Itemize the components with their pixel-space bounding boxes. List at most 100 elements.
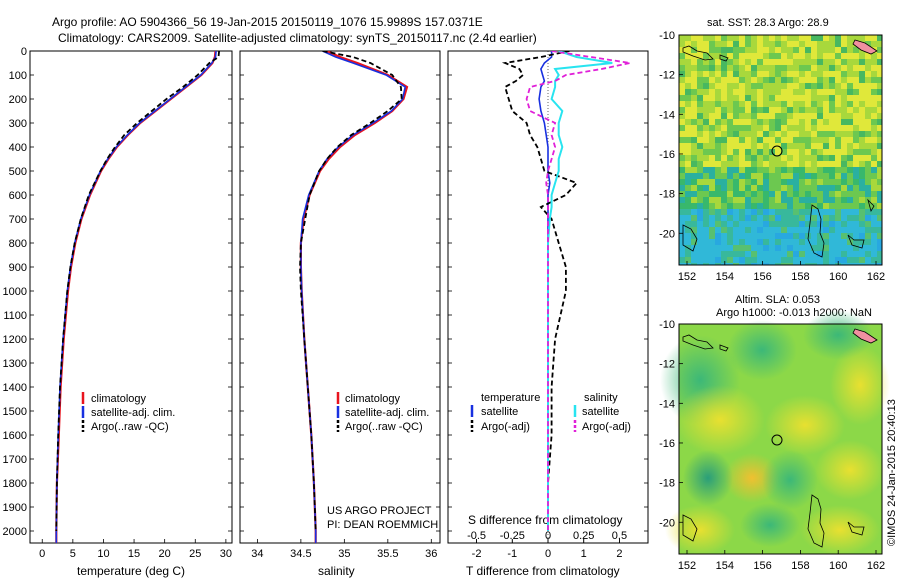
sst-cell — [811, 257, 817, 263]
x-tick-label: 34 — [251, 548, 263, 560]
sst-cell — [697, 95, 703, 101]
sst-cell — [751, 95, 757, 101]
sst-cell — [727, 173, 733, 179]
sst-cell — [799, 149, 805, 155]
sst-cell — [775, 209, 781, 215]
sst-cell — [835, 77, 841, 83]
sst-cell — [859, 227, 865, 233]
sst-cell — [835, 119, 841, 125]
sst-cell — [823, 59, 829, 65]
sst-cell — [811, 89, 817, 95]
sst-cell — [685, 65, 691, 71]
sst-cell — [757, 35, 763, 41]
sst-cell — [775, 77, 781, 83]
sst-cell — [835, 89, 841, 95]
sst-cell — [721, 119, 727, 125]
sst-cell — [799, 155, 805, 161]
sst-cell — [691, 179, 697, 185]
sst-cell — [697, 59, 703, 65]
sst-cell — [841, 101, 847, 107]
sst-cell — [859, 185, 865, 191]
sst-cell — [847, 251, 853, 257]
sst-cell — [691, 137, 697, 143]
sst-cell — [697, 131, 703, 137]
sst-cell — [871, 77, 877, 83]
sst-cell — [853, 161, 859, 167]
sst-cell — [721, 47, 727, 53]
sst-cell — [859, 137, 865, 143]
legend-argo: Argo(..raw -QC) — [345, 421, 423, 433]
sst-cell — [805, 179, 811, 185]
sst-cell — [811, 59, 817, 65]
sst-cell — [697, 71, 703, 77]
sst-cell — [733, 71, 739, 77]
sst-cell — [709, 263, 715, 265]
sst-cell — [739, 257, 745, 263]
sst-cell — [697, 203, 703, 209]
sst-cell — [721, 173, 727, 179]
sst-cell — [859, 83, 865, 89]
sst-cell — [703, 257, 709, 263]
sst-cell — [787, 257, 793, 263]
sst-cell — [703, 35, 709, 41]
sst-cell — [835, 209, 841, 215]
sst-cell — [865, 227, 871, 233]
sst-cell — [745, 107, 751, 113]
sst-cell — [835, 65, 841, 71]
sst-cell — [841, 185, 847, 191]
sst-cell — [703, 191, 709, 197]
sst-cell — [853, 179, 859, 185]
sst-cell — [823, 203, 829, 209]
sst-cell — [679, 215, 685, 221]
sst-cell — [811, 233, 817, 239]
sst-cell — [871, 125, 877, 131]
sst-cell — [859, 197, 865, 203]
sst-cell — [679, 65, 685, 71]
sst-cell — [727, 47, 733, 53]
sst-cell — [715, 245, 721, 251]
sst-cell — [799, 53, 805, 59]
sst-cell — [841, 77, 847, 83]
sst-cell — [853, 245, 859, 251]
temperature-x-ticks: 0 5 10 15 20 25 30 — [39, 539, 232, 560]
sst-cell — [679, 35, 685, 41]
sst-cell — [829, 113, 835, 119]
sst-cell — [793, 167, 799, 173]
sst-cell — [817, 167, 823, 173]
sst-cell — [751, 53, 757, 59]
sst-cell — [703, 149, 709, 155]
sst-cell — [823, 89, 829, 95]
sst-cell — [799, 257, 805, 263]
salinity-x-ticks: 34 34.5 35 35.5 36 — [251, 539, 437, 560]
sst-cell — [823, 101, 829, 107]
sst-cell — [817, 137, 823, 143]
sst-cell — [727, 161, 733, 167]
sst-cell — [787, 113, 793, 119]
sst-cell — [739, 263, 745, 265]
sst-cell — [691, 257, 697, 263]
sst-cell — [685, 125, 691, 131]
sst-cell — [703, 215, 709, 221]
sst-cell — [871, 83, 877, 89]
sst-cell — [799, 77, 805, 83]
sst-cell — [745, 83, 751, 89]
sst-cell — [715, 155, 721, 161]
sst-cell — [685, 35, 691, 41]
sst-cell — [823, 113, 829, 119]
sst-cell — [841, 215, 847, 221]
sst-cell — [757, 221, 763, 227]
sst-cell — [691, 185, 697, 191]
sst-cell — [787, 197, 793, 203]
sst-cell — [799, 215, 805, 221]
t-difference-ticks: -2 -1 0 1 2 — [472, 539, 622, 560]
sst-cell — [745, 263, 751, 265]
sst-cell — [727, 233, 733, 239]
sst-cell — [829, 47, 835, 53]
sst-cell — [715, 125, 721, 131]
sst-cell — [685, 197, 691, 203]
sst-cell — [841, 107, 847, 113]
sst-cell — [685, 113, 691, 119]
sst-cell — [829, 59, 835, 65]
sst-cell — [709, 197, 715, 203]
sst-cell — [733, 227, 739, 233]
